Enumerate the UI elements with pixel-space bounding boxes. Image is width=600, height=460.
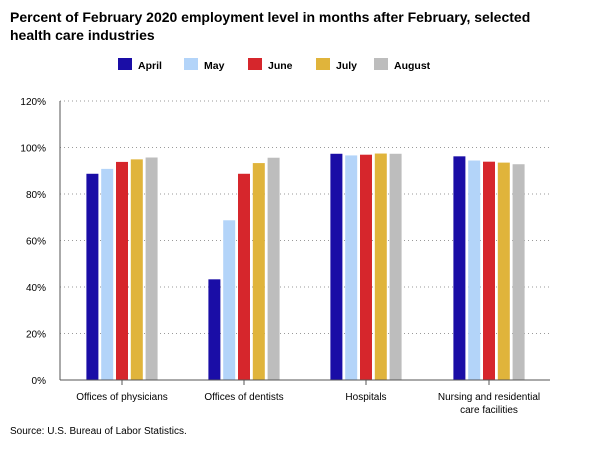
bars <box>86 153 525 380</box>
axes <box>59 101 550 385</box>
bar-may <box>223 220 236 380</box>
y-tick-label: 0% <box>32 376 47 387</box>
x-axis-labels: Offices of physicians Offices of dentists… <box>76 392 540 416</box>
legend-label-june: June <box>268 60 293 72</box>
bar-june <box>360 154 372 380</box>
bar-june <box>483 161 495 380</box>
legend-label-april: April <box>138 60 162 72</box>
y-tick-label: 80% <box>26 190 46 201</box>
y-tick-label: 60% <box>26 237 46 248</box>
bar-july <box>252 163 265 380</box>
legend-label-august: August <box>394 60 431 72</box>
y-tick-label: 100% <box>20 144 46 155</box>
bar-july <box>497 162 510 380</box>
bar-april <box>330 153 343 380</box>
bar-july <box>374 153 387 380</box>
legend-swatch-may <box>184 58 198 70</box>
bar-august <box>389 153 402 380</box>
bar-june <box>116 161 128 380</box>
bar-april <box>453 156 466 380</box>
bar-august <box>512 164 525 380</box>
x-tick-label: Offices of dentists <box>204 392 283 403</box>
bar-may <box>345 155 358 380</box>
bar-april <box>208 279 221 380</box>
x-tick-label: Offices of physicians <box>76 392 168 403</box>
y-tick-label: 40% <box>26 283 46 294</box>
bar-april <box>86 173 99 380</box>
legend-label-may: May <box>204 60 225 72</box>
legend: April May June July August <box>118 58 431 72</box>
y-tick-label: 20% <box>26 330 46 341</box>
legend-swatch-april <box>118 58 132 70</box>
legend-swatch-july <box>316 58 330 70</box>
bar-august <box>267 157 280 380</box>
legend-swatch-august <box>374 58 388 70</box>
x-tick-label: Nursing and residential care facilities <box>438 392 540 416</box>
y-tick-label: 120% <box>20 97 46 108</box>
y-axis-ticks: 0% 20% 40% 60% 80% 100% 120% <box>20 97 46 387</box>
x-tick-label-line: care facilities <box>460 405 518 416</box>
chart-title: Percent of February 2020 employment leve… <box>10 9 531 43</box>
x-tick-label-line: Offices of dentists <box>204 392 283 403</box>
bar-may <box>101 168 114 380</box>
x-tick-label-line: Offices of physicians <box>76 392 168 403</box>
legend-swatch-june <box>248 58 262 70</box>
bar-may <box>468 160 481 380</box>
x-tick-label-line: Hospitals <box>345 392 386 403</box>
x-tick-label-line: Nursing and residential <box>438 392 540 403</box>
source-note: Source: U.S. Bureau of Labor Statistics. <box>10 426 187 437</box>
bar-august <box>145 157 158 380</box>
legend-label-july: July <box>336 60 357 72</box>
bar-july <box>130 159 143 380</box>
x-tick-label: Hospitals <box>345 392 386 403</box>
bar-june <box>238 173 250 380</box>
